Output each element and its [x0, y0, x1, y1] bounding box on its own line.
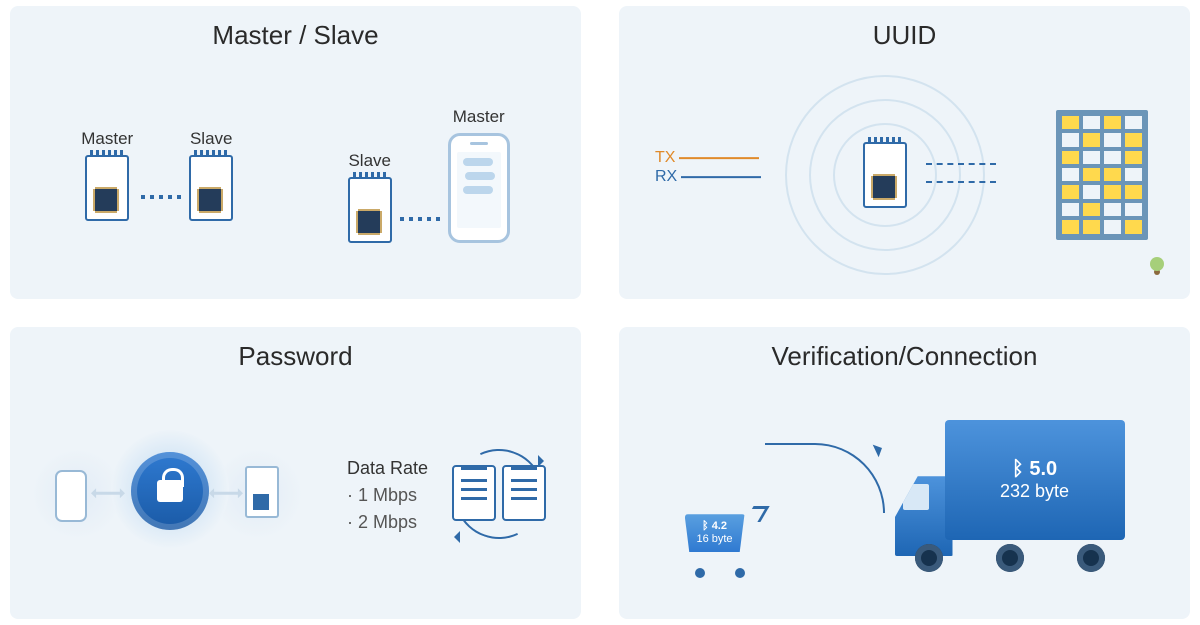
- cart-payload: 16 byte: [696, 533, 732, 546]
- role-label: Master: [453, 107, 505, 127]
- ble-module-icon: [189, 155, 233, 221]
- bluetooth-icon: ᛒ: [702, 520, 709, 532]
- device-slave: Slave: [189, 129, 233, 221]
- ms-row: Master Slave Slave: [28, 107, 563, 243]
- password-row: Data Rate · 1 Mbps · 2 Mbps: [28, 430, 563, 560]
- panel-password: Password Data Rate · 1 Mbps: [10, 327, 581, 620]
- data-rate-block: Data Rate · 1 Mbps · 2 Mbps: [347, 445, 554, 545]
- rx-text: RX: [655, 168, 677, 185]
- building-icon: [1056, 110, 1148, 240]
- truck-icon: ᛒ 5.0 232 byte: [895, 420, 1125, 570]
- upgrade-arrow-icon: [765, 443, 885, 513]
- data-rate-title: Data Rate: [347, 455, 428, 482]
- ble-module-icon: [245, 466, 279, 518]
- data-rate-item: · 1 Mbps: [347, 482, 428, 509]
- link-dots-icon: [141, 195, 181, 199]
- feature-grid: Master / Slave Master Slave: [10, 6, 1190, 619]
- ble-module-icon: [348, 177, 392, 243]
- txrx-labels: TX RX: [655, 148, 761, 186]
- panel-body: ᛒ 4.2 16 byte ᛒ 5.0 232 byte: [637, 382, 1172, 610]
- pair-chip-chip: Master Slave: [81, 129, 233, 221]
- panel-body: Data Rate · 1 Mbps · 2 Mbps: [28, 382, 563, 610]
- dashed-arrow-icon: [926, 181, 996, 183]
- cart-label: ᛒ 4.2 16 byte: [685, 514, 745, 552]
- ble-module-icon: [863, 142, 907, 208]
- rx-line-icon: [681, 176, 761, 178]
- pair-chip-phone: Slave Master: [348, 107, 510, 243]
- panel-title: UUID: [637, 20, 1172, 51]
- secure-link-illustration: [37, 430, 297, 560]
- panel-body: Master Slave Slave: [28, 61, 563, 289]
- panel-title: Verification/Connection: [637, 341, 1172, 372]
- data-rate-text: Data Rate · 1 Mbps · 2 Mbps: [347, 455, 428, 536]
- truck-label: ᛒ 5.0 232 byte: [945, 420, 1125, 540]
- rx-label: RX: [655, 167, 761, 186]
- role-label: Slave: [190, 129, 233, 149]
- ble-module-icon: [85, 155, 129, 221]
- tx-line-icon: [679, 157, 759, 159]
- panel-body: TX RX: [637, 61, 1172, 289]
- dashed-arrow-icon: [926, 163, 996, 165]
- tree-icon: [1150, 257, 1164, 271]
- tx-label: TX: [655, 148, 761, 167]
- panel-uuid: UUID TX RX: [619, 6, 1190, 299]
- role-label: Slave: [348, 151, 391, 171]
- vc-row: ᛒ 4.2 16 byte ᛒ 5.0 232 byte: [637, 420, 1172, 570]
- panel-title: Master / Slave: [28, 20, 563, 51]
- tx-text: TX: [655, 149, 675, 166]
- doc-sync-icon: [444, 445, 554, 545]
- truck-payload: 232 byte: [1000, 481, 1069, 502]
- phone-icon: [55, 470, 87, 522]
- panel-master-slave: Master / Slave Master Slave: [10, 6, 581, 299]
- signal-rings-icon: [785, 75, 985, 275]
- lock-badge-icon: [131, 452, 209, 530]
- link-dots-icon: [400, 217, 440, 221]
- panel-verify-connection: Verification/Connection ᛒ 4.2 16 byte ᛒ …: [619, 327, 1190, 620]
- lock-icon: [157, 480, 183, 502]
- device-slave: Slave: [348, 151, 392, 243]
- device-master: Master: [81, 129, 133, 221]
- panel-title: Password: [28, 341, 563, 372]
- device-master-phone: Master: [448, 107, 510, 243]
- data-rate-item: · 2 Mbps: [347, 509, 428, 536]
- role-label: Master: [81, 129, 133, 149]
- bluetooth-icon: ᛒ: [1012, 458, 1024, 480]
- cart-icon: ᛒ 4.2 16 byte: [685, 514, 755, 570]
- phone-icon: [448, 133, 510, 243]
